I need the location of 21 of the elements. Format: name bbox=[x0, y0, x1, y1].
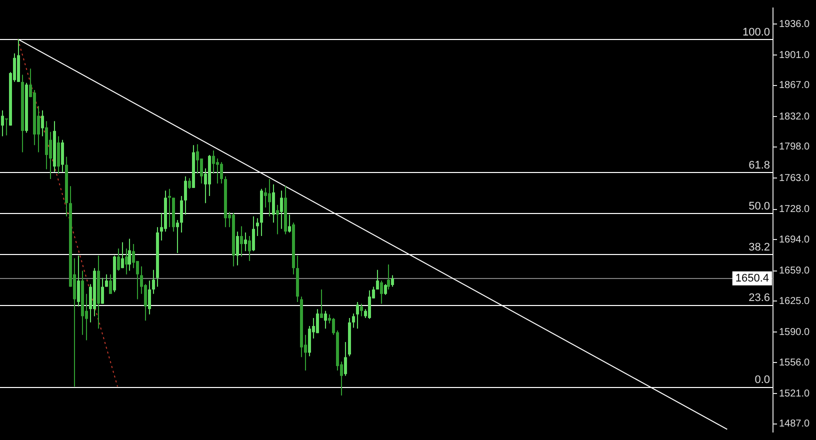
annotation: 100.0 bbox=[742, 26, 770, 39]
y-tick-label: 1625.0 bbox=[779, 296, 810, 307]
annotation: 61.8 bbox=[748, 159, 770, 172]
y-tick-label: 1901.0 bbox=[779, 50, 810, 61]
y-tick-label: 1521.0 bbox=[779, 388, 810, 400]
y-tick-label: 1728.0 bbox=[779, 204, 810, 216]
annotation: 50.0 bbox=[748, 200, 770, 212]
y-tick-label: 1556.0 bbox=[779, 357, 810, 368]
annotation: 38.2 bbox=[748, 241, 770, 254]
y-tick-label: 1936.0 bbox=[779, 18, 810, 30]
y-tick-label: 1867.0 bbox=[779, 80, 810, 92]
y-tick-label: 1832.0 bbox=[779, 111, 810, 122]
y-tick-label: 1659.0 bbox=[779, 266, 810, 277]
ref-line-label: 1650.4 bbox=[735, 272, 770, 284]
y-tick-label: 1763.0 bbox=[779, 172, 810, 184]
annotation: 0.0 bbox=[754, 374, 770, 386]
annotation: 23.6 bbox=[748, 292, 770, 304]
y-tick-label: 1590.0 bbox=[779, 326, 810, 338]
y-tick-label: 1487.0 bbox=[779, 418, 810, 430]
y-tick-label: 1798.0 bbox=[779, 142, 810, 153]
y-tick-label: 1694.0 bbox=[779, 234, 810, 246]
